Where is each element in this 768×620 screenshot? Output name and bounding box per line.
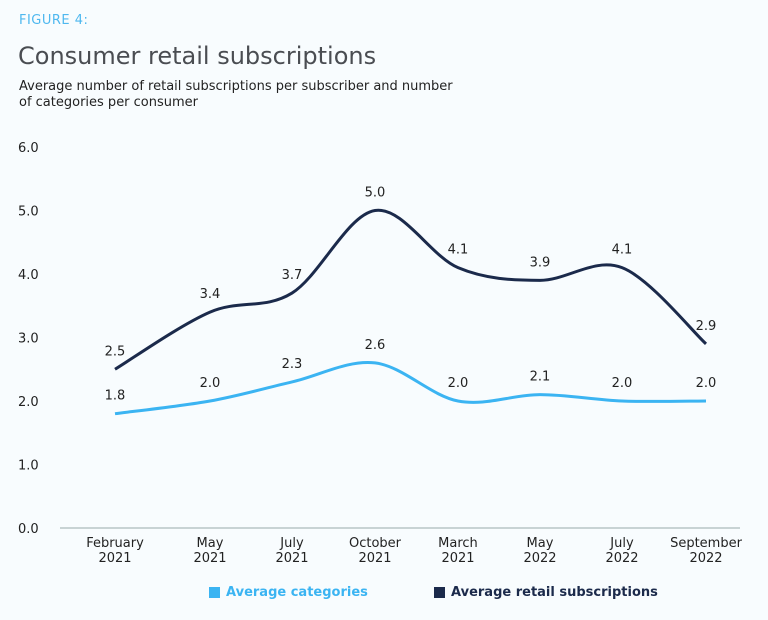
legend-swatch-subscriptions bbox=[434, 587, 445, 598]
line-chart: 0.01.02.03.04.05.06.0February2021May2021… bbox=[18, 141, 743, 566]
x-tick-label: July bbox=[279, 536, 304, 551]
x-tick-label: 2022 bbox=[605, 551, 638, 566]
x-tick-label: February bbox=[86, 536, 144, 551]
legend-swatch-categories bbox=[209, 587, 220, 598]
series-line-subscriptions bbox=[114, 208, 708, 371]
data-label: 2.6 bbox=[365, 338, 386, 353]
y-tick-label: 4.0 bbox=[18, 268, 39, 283]
data-label: 3.4 bbox=[200, 287, 221, 302]
chart-subtitle: Average number of retail subscriptions p… bbox=[19, 79, 453, 110]
figure-label: FIGURE 4: bbox=[19, 13, 89, 28]
data-label: 4.1 bbox=[448, 243, 469, 258]
x-tick-label: March bbox=[438, 536, 478, 551]
y-tick-label: 6.0 bbox=[18, 141, 39, 156]
x-tick-label: 2022 bbox=[523, 551, 556, 566]
data-label: 2.3 bbox=[282, 357, 303, 372]
x-tick-label: 2021 bbox=[275, 551, 308, 566]
x-tick-label: July bbox=[609, 536, 634, 551]
data-label: 2.1 bbox=[530, 370, 551, 385]
data-label: 1.8 bbox=[105, 389, 126, 404]
y-tick-label: 0.0 bbox=[18, 522, 39, 537]
data-label: 3.9 bbox=[530, 255, 551, 270]
series-line-categories bbox=[114, 360, 707, 416]
data-label: 2.5 bbox=[105, 344, 126, 359]
y-tick-label: 5.0 bbox=[18, 205, 39, 220]
legend-label-categories: Average categories bbox=[226, 585, 368, 600]
legend-item-subscriptions: Average retail subscriptions bbox=[434, 585, 658, 600]
x-tick-label: 2021 bbox=[441, 551, 474, 566]
legend-item-categories: Average categories bbox=[209, 585, 368, 600]
data-label: 2.0 bbox=[448, 376, 469, 391]
x-tick-label: May bbox=[197, 536, 224, 551]
y-tick-label: 1.0 bbox=[18, 459, 39, 474]
y-tick-label: 3.0 bbox=[18, 332, 39, 347]
x-tick-label: October bbox=[349, 536, 402, 551]
x-tick-label: 2021 bbox=[358, 551, 391, 566]
x-tick-label: 2021 bbox=[98, 551, 131, 566]
data-label: 2.0 bbox=[696, 376, 717, 391]
x-tick-label: September bbox=[670, 536, 743, 551]
legend-label-subscriptions: Average retail subscriptions bbox=[451, 585, 658, 600]
x-tick-label: 2021 bbox=[193, 551, 226, 566]
chart-title: Consumer retail subscriptions bbox=[18, 42, 377, 70]
data-label: 2.0 bbox=[200, 376, 221, 391]
data-label: 3.7 bbox=[282, 268, 303, 283]
data-label: 5.0 bbox=[365, 186, 386, 201]
data-label: 2.0 bbox=[612, 376, 633, 391]
data-label: 2.9 bbox=[696, 319, 717, 334]
x-tick-label: 2022 bbox=[689, 551, 722, 566]
y-tick-label: 2.0 bbox=[18, 395, 39, 410]
data-label: 4.1 bbox=[612, 243, 633, 258]
x-tick-label: May bbox=[527, 536, 554, 551]
